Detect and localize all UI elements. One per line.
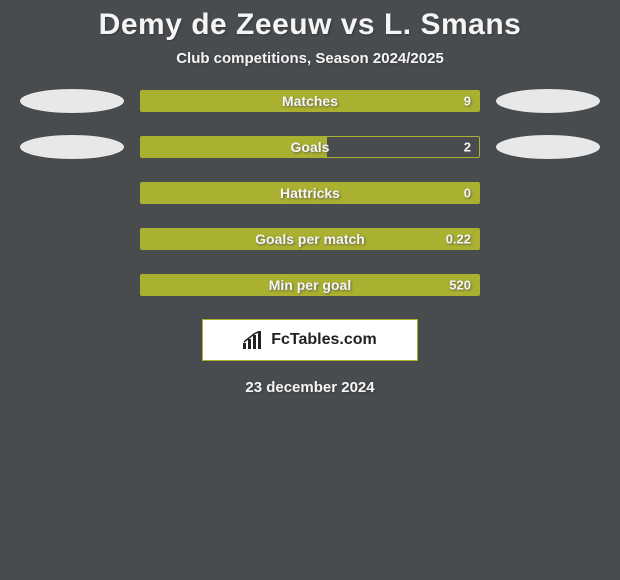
stat-bar-track: Goals2 xyxy=(140,136,480,158)
player-oval-right xyxy=(496,89,600,113)
chart-icon xyxy=(243,331,265,349)
oval-spacer xyxy=(20,273,124,297)
stat-bar-track: Goals per match0.22 xyxy=(140,228,480,250)
stat-bar-fill xyxy=(141,229,479,249)
oval-spacer xyxy=(496,181,600,205)
stat-row: Goals per match0.22 xyxy=(0,227,620,251)
stat-rows: Matches9 Goals2 Hattricks0 Goals per match0… xyxy=(0,89,620,297)
stat-bar-fill xyxy=(141,137,327,157)
stat-row: Hattricks0 xyxy=(0,181,620,205)
stat-bar-track: Min per goal520 xyxy=(140,274,480,296)
stat-row: Goals2 xyxy=(0,135,620,159)
oval-spacer xyxy=(496,273,600,297)
branding-text: FcTables.com xyxy=(271,331,377,349)
oval-spacer xyxy=(496,227,600,251)
oval-spacer xyxy=(20,181,124,205)
page-subtitle: Club competitions, Season 2024/2025 xyxy=(0,50,620,89)
player-oval-left xyxy=(20,89,124,113)
footer-date: 23 december 2024 xyxy=(0,379,620,396)
player-oval-right xyxy=(496,135,600,159)
stat-value: 2 xyxy=(464,140,471,155)
oval-spacer xyxy=(20,227,124,251)
branding-badge: FcTables.com xyxy=(202,319,418,361)
stat-bar-track: Hattricks0 xyxy=(140,182,480,204)
stat-bar-fill xyxy=(141,183,479,203)
stat-bar-fill xyxy=(141,91,479,111)
stat-row: Matches9 xyxy=(0,89,620,113)
player-oval-left xyxy=(20,135,124,159)
page-title: Demy de Zeeuw vs L. Smans xyxy=(0,0,620,50)
stat-bar-track: Matches9 xyxy=(140,90,480,112)
stat-bar-fill xyxy=(141,275,479,295)
stat-row: Min per goal520 xyxy=(0,273,620,297)
comparison-infographic: Demy de Zeeuw vs L. Smans Club competiti… xyxy=(0,0,620,580)
